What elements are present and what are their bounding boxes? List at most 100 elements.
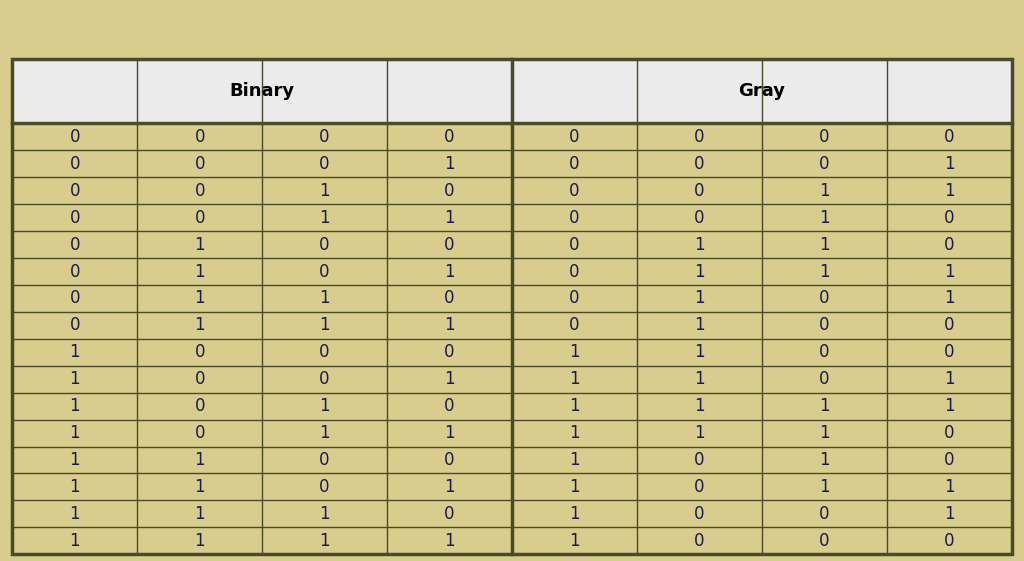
Text: 1: 1 bbox=[944, 182, 954, 200]
Text: 1: 1 bbox=[195, 316, 205, 334]
Text: 0: 0 bbox=[319, 128, 330, 146]
Text: 0: 0 bbox=[819, 343, 829, 361]
Bar bbox=[12, 177, 1012, 204]
Text: 1: 1 bbox=[569, 505, 580, 523]
Bar bbox=[12, 312, 1012, 339]
Text: 1: 1 bbox=[444, 316, 455, 334]
Text: 1: 1 bbox=[944, 370, 954, 388]
Text: 1: 1 bbox=[319, 209, 330, 227]
Text: 0: 0 bbox=[569, 263, 580, 280]
Text: 1: 1 bbox=[944, 289, 954, 307]
Text: 1: 1 bbox=[319, 397, 330, 415]
Text: 0: 0 bbox=[195, 424, 205, 442]
Bar bbox=[512, 59, 1012, 123]
Text: 1: 1 bbox=[819, 236, 829, 254]
Text: 0: 0 bbox=[944, 236, 954, 254]
Text: 1: 1 bbox=[319, 289, 330, 307]
Text: 0: 0 bbox=[569, 289, 580, 307]
Text: 1: 1 bbox=[569, 478, 580, 496]
Text: 1: 1 bbox=[319, 182, 330, 200]
Text: 1: 1 bbox=[319, 505, 330, 523]
Bar bbox=[12, 285, 1012, 312]
Text: 0: 0 bbox=[819, 289, 829, 307]
Text: 0: 0 bbox=[819, 128, 829, 146]
Bar bbox=[12, 527, 1012, 554]
Text: 0: 0 bbox=[70, 316, 80, 334]
Text: 1: 1 bbox=[444, 263, 455, 280]
Text: 1: 1 bbox=[444, 155, 455, 173]
Text: 1: 1 bbox=[70, 505, 80, 523]
Text: 1: 1 bbox=[569, 424, 580, 442]
Text: 1: 1 bbox=[70, 424, 80, 442]
Text: 0: 0 bbox=[444, 182, 455, 200]
Text: 0: 0 bbox=[319, 263, 330, 280]
Bar bbox=[12, 366, 1012, 393]
Text: 0: 0 bbox=[319, 478, 330, 496]
Bar bbox=[12, 258, 1012, 285]
Bar bbox=[12, 59, 512, 123]
Text: 1: 1 bbox=[819, 478, 829, 496]
Text: 1: 1 bbox=[319, 316, 330, 334]
Text: 0: 0 bbox=[694, 128, 705, 146]
Text: 0: 0 bbox=[444, 505, 455, 523]
Text: 1: 1 bbox=[195, 289, 205, 307]
Text: 1: 1 bbox=[694, 263, 705, 280]
Text: 1: 1 bbox=[944, 155, 954, 173]
Text: 0: 0 bbox=[195, 128, 205, 146]
Text: 1: 1 bbox=[694, 397, 705, 415]
Text: Binary: Binary bbox=[229, 82, 295, 100]
Text: 0: 0 bbox=[819, 505, 829, 523]
Text: 0: 0 bbox=[444, 128, 455, 146]
Text: 1: 1 bbox=[819, 182, 829, 200]
Text: 0: 0 bbox=[569, 155, 580, 173]
Text: 1: 1 bbox=[444, 370, 455, 388]
Text: 0: 0 bbox=[694, 478, 705, 496]
Text: 1: 1 bbox=[195, 263, 205, 280]
Text: 0: 0 bbox=[70, 155, 80, 173]
Text: 0: 0 bbox=[195, 155, 205, 173]
Text: 1: 1 bbox=[70, 478, 80, 496]
Text: 0: 0 bbox=[694, 209, 705, 227]
Text: 1: 1 bbox=[444, 424, 455, 442]
Text: 1: 1 bbox=[819, 451, 829, 469]
Text: 0: 0 bbox=[694, 182, 705, 200]
Text: 0: 0 bbox=[319, 155, 330, 173]
Text: 0: 0 bbox=[319, 343, 330, 361]
Text: 0: 0 bbox=[694, 505, 705, 523]
Text: 0: 0 bbox=[944, 424, 954, 442]
Text: 0: 0 bbox=[569, 236, 580, 254]
Text: 1: 1 bbox=[944, 263, 954, 280]
Text: 0: 0 bbox=[694, 451, 705, 469]
Text: 0: 0 bbox=[444, 343, 455, 361]
Text: 0: 0 bbox=[444, 236, 455, 254]
Text: 0: 0 bbox=[944, 343, 954, 361]
Text: 0: 0 bbox=[319, 236, 330, 254]
Bar bbox=[12, 123, 1012, 150]
Text: 0: 0 bbox=[444, 289, 455, 307]
Text: 1: 1 bbox=[569, 370, 580, 388]
Text: 0: 0 bbox=[70, 236, 80, 254]
Text: 0: 0 bbox=[444, 397, 455, 415]
Text: 0: 0 bbox=[819, 155, 829, 173]
Bar bbox=[12, 473, 1012, 500]
Text: 0: 0 bbox=[694, 155, 705, 173]
Text: 1: 1 bbox=[70, 343, 80, 361]
Bar bbox=[12, 231, 1012, 258]
Text: 1: 1 bbox=[569, 532, 580, 550]
Text: 0: 0 bbox=[195, 397, 205, 415]
Text: 1: 1 bbox=[319, 532, 330, 550]
Text: 0: 0 bbox=[195, 343, 205, 361]
Text: 0: 0 bbox=[819, 370, 829, 388]
Text: 0: 0 bbox=[444, 451, 455, 469]
Text: 0: 0 bbox=[819, 532, 829, 550]
Text: 0: 0 bbox=[944, 209, 954, 227]
Text: 1: 1 bbox=[195, 478, 205, 496]
Text: 0: 0 bbox=[70, 209, 80, 227]
Text: 1: 1 bbox=[70, 370, 80, 388]
Text: 1: 1 bbox=[195, 236, 205, 254]
Text: 1: 1 bbox=[195, 505, 205, 523]
Text: 0: 0 bbox=[319, 370, 330, 388]
Bar bbox=[12, 393, 1012, 420]
Text: 0: 0 bbox=[319, 451, 330, 469]
Text: 1: 1 bbox=[694, 370, 705, 388]
